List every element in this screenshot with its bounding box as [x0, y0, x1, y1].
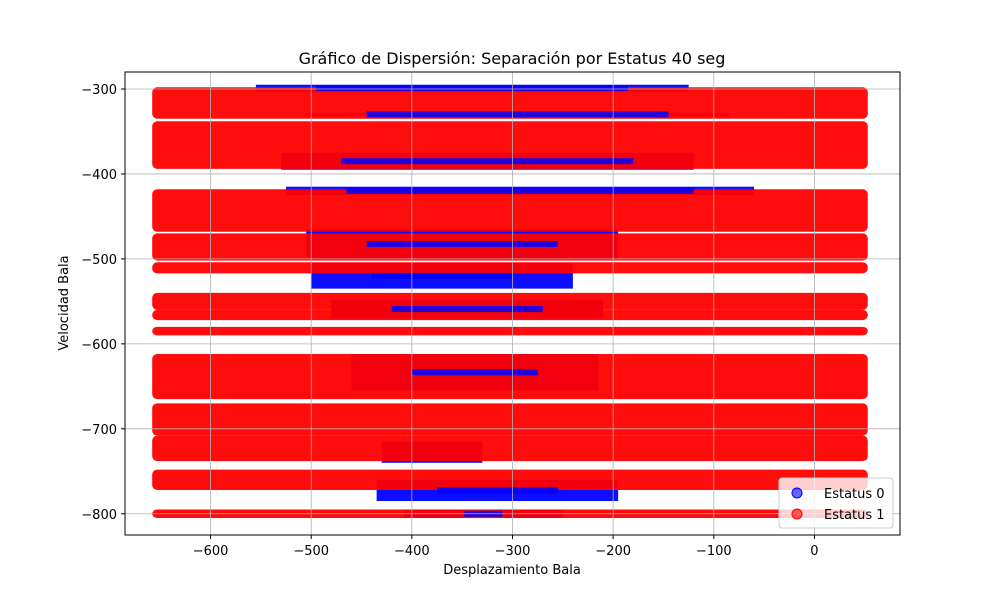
data-marks: [152, 84, 868, 519]
estatus-0-overlay-4: [366, 241, 558, 248]
estatus-1-point-band-1: [152, 121, 868, 169]
estatus-1-point-band-10: [152, 435, 868, 462]
estatus-0-overlay-0: [316, 85, 629, 92]
x-axis-label: Desplazamiento Bala: [443, 563, 581, 578]
gridlines: [125, 72, 900, 535]
estatus-0-overlay-1: [366, 111, 669, 118]
y-tick-label-0: −300: [81, 83, 117, 98]
estatus-0-overlay-9: [437, 487, 558, 494]
y-axis-ticks: −300 −400 −500 −600 −700 −800: [81, 83, 125, 523]
x-tick-label-4: −200: [595, 544, 631, 559]
y-tick-label-1: −400: [81, 168, 117, 183]
legend-box: [778, 477, 894, 529]
estatus-0-overlay-2: [341, 158, 634, 165]
legend-marker-estatus-1: [791, 508, 803, 520]
estatus-1-point-band-11: [152, 469, 868, 490]
estatus-1-point-band-5: [152, 292, 868, 310]
x-tick-label-1: −500: [293, 544, 329, 559]
estatus-1-point-band-4: [152, 262, 868, 274]
x-tick-label-5: −100: [696, 544, 732, 559]
y-tick-label-5: −800: [81, 508, 117, 523]
estatus-1-point-band-8: [152, 354, 868, 400]
x-tick-label-0: −600: [193, 544, 229, 559]
x-tick-label-6: 0: [810, 544, 818, 559]
estatus-0-overlay-7: [411, 369, 538, 376]
estatus-1-point-band-7: [152, 326, 868, 336]
x-tick-label-3: −300: [495, 544, 531, 559]
y-tick-label-3: −600: [81, 338, 117, 353]
chart-title: Gráfico de Dispersión: Separación por Es…: [299, 49, 726, 68]
estatus-1-point-band-6: [152, 309, 868, 321]
estatus-0-overlay-5: [371, 272, 513, 279]
legend: Estatus 0 Estatus 1: [778, 477, 894, 529]
estatus-0-overlay-3: [346, 187, 694, 194]
y-tick-label-2: −500: [81, 253, 117, 268]
y-axis-label: Velocidad Bala: [57, 255, 72, 350]
estatus-1-point-band-0: [152, 87, 868, 119]
legend-marker-estatus-0: [791, 487, 803, 499]
legend-label-estatus-1: Estatus 1: [824, 508, 885, 523]
estatus-1-point-band-2: [152, 189, 868, 232]
estatus-1-point-band-9: [152, 403, 868, 436]
x-tick-label-2: −400: [394, 544, 430, 559]
estatus-0-overlay-6: [391, 306, 543, 313]
legend-label-estatus-0: Estatus 0: [824, 487, 885, 502]
x-axis-ticks: −600 −500 −400 −300 −200 −100 0: [193, 535, 819, 559]
y-tick-label-4: −700: [81, 423, 117, 438]
